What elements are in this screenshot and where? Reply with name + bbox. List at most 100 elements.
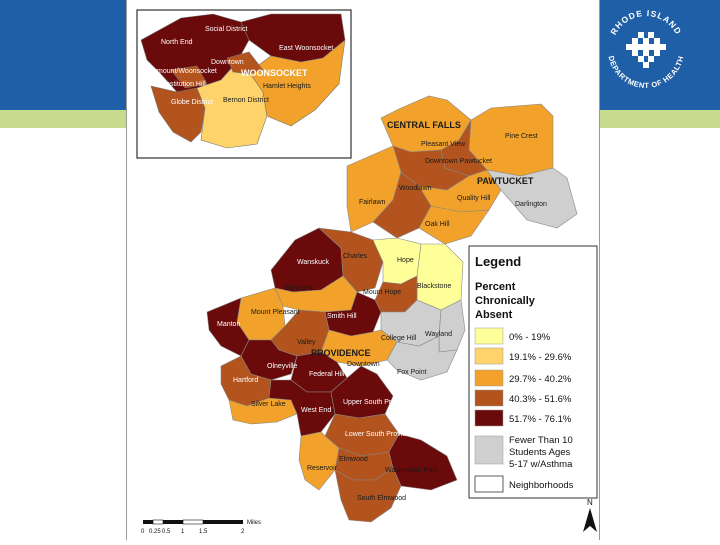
label-social-district: Social District: [205, 26, 247, 33]
city-central-falls: CENTRAL FALLS: [387, 120, 461, 130]
label-downtown-woonsocket: Downtown: [211, 59, 244, 66]
region-blackstone: [416, 243, 464, 311]
legend-swatch-2: [474, 369, 504, 387]
label-pleasant-view: Pleasant View: [421, 141, 466, 148]
region-charles: [318, 227, 384, 293]
absenteeism-map: Social District North End East Woonsocke…: [136, 9, 598, 535]
legend-swatch-0: [474, 327, 504, 345]
scale-unit: Miles: [247, 520, 261, 526]
legend-swatch-4: [474, 409, 504, 427]
label-fox-point: Fox Point: [397, 369, 427, 376]
label-constitution-hill: Constitution Hill: [157, 81, 206, 88]
map-panel: Social District North End East Woonsocke…: [126, 0, 600, 540]
scale-tick-5: 2: [241, 529, 245, 535]
label-hamlet-heights: Hamlet Heights: [263, 83, 311, 90]
label-pine-crest: Pine Crest: [505, 133, 538, 140]
svg-text:RHODE ISLAND: RHODE ISLAND: [608, 8, 684, 37]
legend-label-neighborhoods: Neighborhoods: [509, 480, 574, 491]
label-east-woonsocket: East Woonsocket: [279, 45, 333, 52]
scale-bar: 0 0.25 0.5 1 1.5 2 Miles: [141, 519, 261, 535]
label-quality-hill: Quality Hill: [457, 195, 491, 202]
label-college-hill: College Hill: [381, 335, 417, 342]
pawtucket-central-falls: CENTRAL FALLS Pleasant View Pine Crest D…: [346, 95, 578, 245]
label-valley: Valley: [297, 339, 316, 346]
legend-subtitle-2: Chronically: [475, 295, 536, 307]
ri-health-logo: RHODE ISLAND DEPARTMENT OF HEALTH: [607, 8, 686, 90]
label-elmhurst: Elmhurst: [285, 285, 313, 292]
label-hartford: Hartford: [233, 377, 258, 384]
label-wanskuck: Wanskuck: [297, 259, 330, 266]
legend-nodata-2: Students Ages: [509, 447, 571, 458]
region-south-elmwood: [334, 467, 402, 523]
label-silver-lake: Silver Lake: [251, 401, 286, 408]
logo-cross-icon: [626, 32, 666, 68]
legend-swatch-3: [474, 389, 504, 407]
legend-subtitle-3: Absent: [475, 309, 513, 321]
legend-label-0: 0% - 19%: [509, 332, 551, 343]
label-downtown-pawtucket: Downtown Pawtucket: [425, 158, 492, 165]
label-upper-south-providence: Upper South Providence: [343, 399, 419, 406]
label-oak-hill: Oak Hill: [425, 221, 450, 228]
label-mount-pleasant: Mount Pleasant: [251, 309, 300, 316]
logo-top-text: RHODE ISLAND: [608, 8, 683, 37]
scale-tick-2: 0.5: [162, 529, 171, 535]
label-west-end: West End: [301, 407, 331, 414]
region-oak-hill: [418, 205, 490, 245]
north-arrow-label: N: [587, 498, 593, 507]
label-south-elmwood: South Elmwood: [357, 495, 406, 502]
label-elmwood: Elmwood: [339, 456, 368, 463]
label-hope: Hope: [397, 257, 414, 264]
legend-nodata-1: Fewer Than 10: [509, 435, 573, 446]
label-blackstone: Blackstone: [417, 283, 451, 290]
region-downtown-woonsocket: [226, 51, 264, 75]
legend-swatch-1: [474, 347, 504, 365]
label-globe-district: Globe District: [171, 99, 213, 106]
legend-swatch-nodata: [474, 435, 504, 465]
legend-swatch-neighborhoods: [474, 475, 504, 493]
legend-title: Legend: [475, 254, 521, 269]
scale-seg-1: [143, 520, 153, 524]
city-pawtucket: PAWTUCKET: [477, 176, 534, 186]
label-north-end: North End: [161, 39, 193, 46]
label-smith-hill: Smith Hill: [327, 313, 357, 320]
label-fairlawn: Fairlawn: [359, 199, 386, 206]
label-fairmount: Fairmount/Woonsocket: [145, 68, 217, 75]
label-darlington: Darlington: [515, 201, 547, 208]
scale-tick-3: 1: [181, 529, 185, 535]
label-woodlawn: Woodlawn: [399, 185, 432, 192]
scale-seg-3: [163, 520, 183, 524]
region-fox-point: [386, 335, 458, 381]
city-providence: PROVIDENCE: [311, 348, 371, 358]
scale-seg-5: [203, 520, 243, 524]
scale-seg-4: [182, 519, 204, 525]
legend-label-2: 29.7% - 40.2%: [509, 374, 572, 385]
legend-subtitle-1: Percent: [475, 281, 516, 293]
label-federal-hill: Federal Hill: [309, 371, 345, 378]
region-globe-district: [150, 85, 206, 143]
label-downtown-providence: Downtown: [347, 361, 380, 368]
label-washington-park: Washington Park: [385, 467, 439, 474]
north-arrow-icon: N: [583, 498, 597, 532]
scale-seg-2: [152, 519, 164, 525]
region-hamlet-heights: [248, 39, 346, 127]
legend-label-1: 19.1% - 29.6%: [509, 352, 572, 363]
legend: Legend Percent Chronically Absent 0% - 1…: [468, 245, 598, 499]
label-manton: Manton: [217, 321, 240, 328]
legend-nodata-3: 5-17 w/Asthma: [509, 459, 573, 470]
label-mount-hope: Mount Hope: [363, 289, 401, 296]
svg-text:DEPARTMENT OF HEALTH: DEPARTMENT OF HEALTH: [607, 55, 686, 90]
legend-label-4: 51.7% - 76.1%: [509, 414, 572, 425]
logo-bottom-text: DEPARTMENT OF HEALTH: [607, 55, 685, 90]
region-darlington: [486, 167, 578, 229]
scale-tick-0: 0: [141, 529, 145, 535]
legend-label-3: 40.3% - 51.6%: [509, 394, 572, 405]
city-woonsocket: WOONSOCKET: [241, 68, 308, 78]
label-lower-south-providence: Lower South Providence: [345, 431, 421, 438]
providence: Wanskuck Charles Hope Elmhurst Mount Hop…: [206, 227, 466, 523]
label-reservoir: Reservoir: [307, 465, 338, 472]
label-charles: Charles: [343, 253, 368, 260]
scale-tick-1: 0.25: [149, 529, 161, 535]
scale-tick-4: 1.5: [199, 529, 208, 535]
label-wayland: Wayland: [425, 331, 452, 338]
woonsocket-inset: Social District North End East Woonsocke…: [140, 13, 346, 149]
